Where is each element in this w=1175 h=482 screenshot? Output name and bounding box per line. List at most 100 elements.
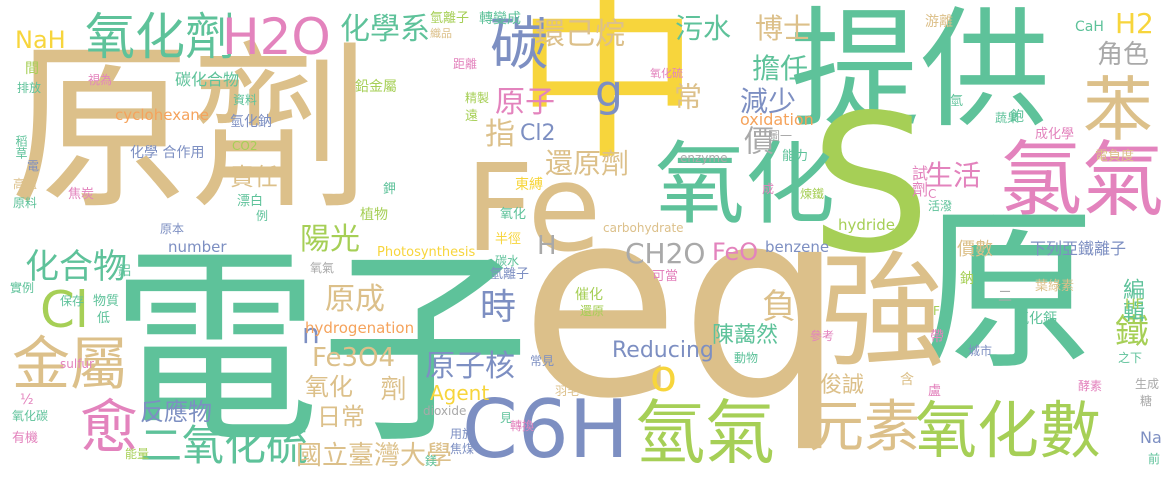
word-qian: 前 <box>1148 452 1161 466</box>
word-yuan: 原 <box>920 191 1095 394</box>
word-shaotan: 煉鐵 <box>800 187 825 201</box>
word-ben: 苯 <box>1083 69 1153 151</box>
word-nengli: 能力 <box>782 149 809 164</box>
word-yuanzi: 原子 <box>495 85 555 120</box>
word-co2: CO2 <box>232 139 258 153</box>
word-yanghuashu: 氧化數 <box>915 394 1102 467</box>
word-shiji: 試劑 <box>909 165 928 197</box>
word-ch2o: CH2O <box>625 237 706 270</box>
word-n: n <box>302 317 320 350</box>
word-yuanliao: 原料 <box>13 196 38 210</box>
word-han: 含 <box>900 372 914 388</box>
word-tang: 糖 <box>1140 394 1153 408</box>
word-ziliao: 資料 <box>233 93 258 107</box>
word-qiang: 強 <box>820 240 945 385</box>
word-fe: Fe <box>465 140 602 279</box>
word-gai: 鈣 <box>990 214 1003 228</box>
word-yu: 愈 <box>80 393 139 461</box>
word-huaxuexi: 化學系 <box>340 12 430 47</box>
word-kedang: 可當 <box>652 269 679 284</box>
word-nah: NaH <box>15 26 66 54</box>
word-yanghua: 氧化 <box>655 132 835 237</box>
word-mei: 鎂 <box>425 454 438 468</box>
word-shiwei: 視為 <box>88 73 113 87</box>
word-jingzhi: 精製 <box>465 91 490 105</box>
word-jiaose: 角色 <box>1097 40 1150 70</box>
word-yuanzihe: 原子核 <box>425 349 515 384</box>
word-na2: 鈉 <box>960 271 974 287</box>
word-na: Na <box>1140 428 1162 447</box>
word-shengcheng: 生成 <box>1135 377 1160 391</box>
word-piaobai: 漂白 <box>237 194 264 209</box>
word-carbohydrate: carbohydrate <box>603 221 684 235</box>
word-zhixia: 之下 <box>1118 351 1143 365</box>
word-shi: 時 <box>480 287 517 328</box>
word-tigong: 提供 <box>790 0 1051 146</box>
word-yanghuana: 氫化鈉 <box>230 114 272 130</box>
word-shili: 實例 <box>10 281 35 295</box>
word-c6h: C6H <box>462 383 629 476</box>
word-yanghuagai: 氫化鈣 <box>1015 311 1057 327</box>
word-er: 二 <box>998 289 1012 305</box>
word-jiashu: 價數 <box>957 239 993 260</box>
word-tanhuahewu: 碳化合物 <box>175 70 240 89</box>
word-sulfur: sulfur <box>60 357 94 371</box>
word-richang: 日常 <box>317 403 365 431</box>
word-cah: CaH <box>1075 19 1104 35</box>
word-changjian: 常見 <box>530 354 555 368</box>
word-fanyingwu: 反應物 <box>140 398 212 426</box>
word-yuancheng: 原成 <box>325 282 385 317</box>
word-jian2: 見 <box>500 411 513 425</box>
word-yumao: 羽毛 <box>555 384 580 398</box>
word-yuan2: 遠 <box>465 109 479 124</box>
word-enzyme: enzyme <box>680 151 728 165</box>
word-shucai: 蔬果 <box>995 111 1020 125</box>
word-tan: 碳 <box>490 10 549 78</box>
word-youji: 有機 <box>12 431 39 446</box>
word-banjing: 半徑 <box>495 232 522 247</box>
word-dioxide: dioxide <box>423 404 467 418</box>
word-huangjuncheng: 黃俊誠 <box>798 373 865 398</box>
word-dian: 電 <box>27 159 40 173</box>
word-xialieyatie: 下列亞鐵離子 <box>1030 239 1127 258</box>
word-di: 低 <box>97 311 111 326</box>
word-jia: 價 <box>738 125 773 155</box>
word-guoli: 國立臺灣大學 <box>296 441 453 471</box>
word-chengshi: 城市 <box>968 344 993 358</box>
word-ji: 劑 <box>376 375 406 401</box>
word-tie: 鐵 <box>1115 312 1149 352</box>
word-jia2: 鉀 <box>383 182 397 197</box>
word-baocun: 保存 <box>60 294 85 308</box>
word-feo: FeO <box>712 238 759 266</box>
word-yuansu: 元素 <box>808 395 920 460</box>
word-huanyuan: 還原 <box>580 304 605 318</box>
word-shuigou: 氫 <box>950 94 964 109</box>
word-photosynthesis: Photosynthesis <box>377 245 476 260</box>
word-o: o <box>650 351 677 402</box>
word-zhi: 指 <box>485 117 515 152</box>
word-hf: HF <box>1125 297 1144 313</box>
word-wuzhi: 物質 <box>93 294 120 309</box>
word-danren: 擔任 <box>752 52 809 85</box>
word-zhuanbiancheng: 轉變成 <box>479 11 521 27</box>
word-zhipin: 織品 <box>430 27 452 40</box>
word-qi: 氧氣 <box>310 261 335 275</box>
word-hydride: hydride <box>838 216 895 234</box>
word-yelvsu: 葉綠素 <box>1035 279 1075 294</box>
word-yongyu: 用於 <box>450 427 475 441</box>
word-tanshui: 碳水 <box>495 254 520 268</box>
word-shenghuo: 生活 <box>925 159 982 192</box>
word-lilizi: 氫離子 <box>430 11 470 26</box>
word-reducing: Reducing <box>612 338 714 363</box>
word-jinshu: 金屬 <box>12 330 129 398</box>
word-li: 例 <box>256 209 269 223</box>
word-yuanben: 原本 <box>160 222 185 236</box>
word-jianshao: 減少 <box>740 85 797 118</box>
word-luqi: 氯氣 <box>1000 133 1165 228</box>
word-dianzi: 電子 <box>110 227 531 472</box>
word-zhuanhuan: 轉換 <box>510 419 535 433</box>
word-yuanji: 原劑 <box>10 25 371 234</box>
word-half: ½ <box>20 392 34 408</box>
word-h2o: H2O <box>222 8 331 66</box>
word-h2: H2 <box>1115 7 1154 40</box>
